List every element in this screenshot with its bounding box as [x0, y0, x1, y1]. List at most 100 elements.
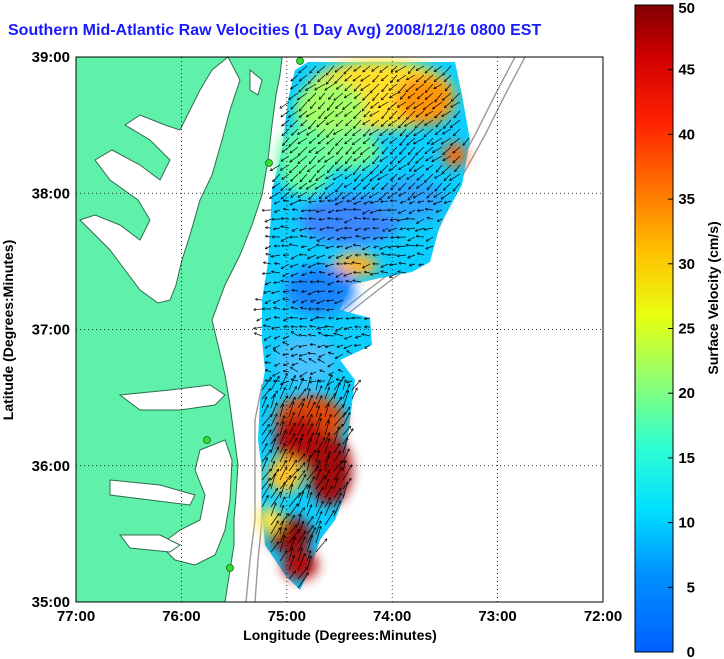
velocity-arrow	[309, 155, 317, 164]
velocity-arrow	[299, 65, 308, 73]
velocity-arrow	[380, 164, 389, 173]
velocity-arrow	[307, 128, 317, 135]
velocity-arrow	[301, 119, 308, 126]
velocity-arrow	[318, 359, 326, 364]
velocity-arrow	[274, 228, 281, 229]
velocity-arrow	[324, 498, 330, 508]
y-tick-label: 37:00	[32, 322, 70, 339]
velocity-arrow	[311, 344, 317, 345]
velocity-arrow	[417, 173, 425, 180]
velocity-arrow	[315, 380, 318, 391]
velocity-arrow	[257, 317, 263, 321]
velocity-arrow	[335, 191, 344, 200]
velocity-arrow	[416, 110, 425, 117]
velocity-arrow	[297, 532, 306, 544]
velocity-arrow	[336, 353, 344, 358]
velocity-arrow	[317, 299, 326, 303]
velocity-arrow	[299, 335, 308, 336]
velocity-arrow	[335, 74, 344, 83]
velocity-arrow	[306, 456, 311, 472]
velocity-arrow	[279, 444, 285, 454]
velocity-arrow	[391, 146, 398, 154]
velocity-arrow	[279, 396, 287, 409]
velocity-arrow	[445, 200, 452, 203]
station-marker	[226, 564, 234, 572]
velocity-arrow	[299, 344, 308, 347]
velocity-arrow	[446, 83, 452, 91]
velocity-arrow	[298, 128, 308, 134]
velocity-arrow	[288, 493, 300, 508]
velocity-arrow	[382, 182, 389, 189]
velocity-arrow	[297, 548, 302, 562]
velocity-arrow	[408, 155, 416, 165]
velocity-arrow	[410, 164, 416, 171]
y-axis-label: Latitude (Degrees:Minutes)	[0, 240, 16, 420]
velocity-arrow	[272, 327, 281, 328]
velocity-arrow	[426, 83, 434, 92]
velocity-arrow	[289, 137, 299, 146]
velocity-arrow	[434, 83, 443, 89]
velocity-arrow	[399, 173, 407, 179]
velocity-arrow	[288, 537, 295, 553]
velocity-arrow	[297, 537, 305, 553]
y-tick-label: 38:00	[32, 185, 70, 202]
velocity-arrow	[261, 378, 271, 391]
velocity-arrow	[291, 173, 299, 181]
velocity-arrow	[415, 119, 425, 128]
velocity-arrow	[356, 336, 362, 338]
station-marker	[265, 159, 273, 167]
velocity-arrow	[345, 173, 353, 179]
velocity-arrow	[266, 281, 272, 285]
velocity-arrow	[291, 272, 299, 276]
velocity-arrow	[434, 200, 443, 204]
velocity-arrow	[261, 415, 272, 427]
velocity-arrow	[297, 438, 302, 454]
velocity-arrow	[371, 83, 380, 92]
velocity-arrow	[380, 191, 389, 200]
station-marker	[296, 57, 304, 65]
velocity-arrow	[361, 74, 371, 81]
velocity-arrow	[301, 308, 308, 309]
velocity-arrow	[281, 182, 290, 190]
velocity-arrow	[388, 191, 398, 198]
velocity-arrow	[299, 200, 308, 201]
velocity-arrow	[407, 245, 416, 246]
velocity-arrow	[274, 344, 281, 349]
velocity-arrow	[364, 137, 371, 143]
velocity-arrow	[297, 416, 303, 427]
velocity-arrow	[324, 404, 329, 418]
velocity-arrow	[272, 290, 281, 293]
velocity-arrow	[363, 119, 371, 124]
velocity-arrow	[365, 254, 371, 255]
velocity-arrow	[271, 254, 281, 257]
velocity-arrow	[333, 405, 344, 418]
velocity-arrow	[354, 155, 362, 161]
velocity-arrow	[442, 191, 452, 199]
colorbar-tick-label: 20	[678, 385, 695, 402]
velocity-arrow	[336, 110, 344, 116]
velocity-arrow	[399, 263, 407, 264]
velocity-arrow	[380, 65, 389, 72]
velocity-arrow	[279, 506, 283, 517]
velocity-arrow	[299, 282, 308, 283]
velocity-arrow	[418, 253, 425, 256]
velocity-arrow	[391, 65, 398, 72]
velocity-arrow	[299, 164, 308, 173]
velocity-arrow	[289, 182, 299, 190]
velocity-arrow	[409, 146, 416, 154]
velocity-arrow	[333, 444, 340, 454]
velocity-arrow	[315, 451, 319, 463]
velocity-arrow	[288, 453, 293, 463]
velocity-arrow	[354, 101, 362, 108]
velocity-arrow	[300, 326, 308, 327]
velocity-arrow	[333, 398, 342, 409]
velocity-arrow	[415, 164, 425, 171]
velocity-arrow	[382, 110, 389, 118]
velocity-arrow	[338, 290, 344, 293]
velocity-arrow	[309, 335, 317, 336]
velocity-arrow	[270, 377, 279, 391]
velocity-arrow	[274, 299, 281, 303]
velocity-arrow	[270, 521, 278, 535]
velocity-arrow	[281, 226, 290, 229]
velocity-arrow	[263, 273, 272, 274]
